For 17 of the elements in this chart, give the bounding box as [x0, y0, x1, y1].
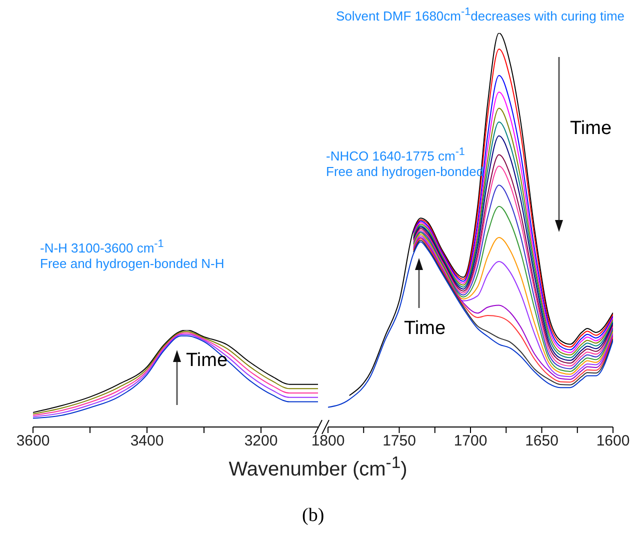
- annotation: Time: [570, 118, 612, 140]
- x-tick-label: 1800: [311, 432, 345, 450]
- x-tick-label: 1650: [525, 432, 558, 450]
- x-tick-label: 1700: [454, 432, 488, 450]
- x-tick-label: 1600: [596, 432, 630, 450]
- x-tick-label: 3400: [130, 432, 164, 450]
- text: Free and hydrogen-bonded N-H: [40, 256, 224, 271]
- x-tick-label: 1750: [382, 432, 416, 450]
- x-axis-title: Wavenumber (cm$^{-1}$): [228, 453, 408, 482]
- text: (b): [302, 505, 324, 527]
- text: Solvent DMF 1680cm$^{-1}$decreases with curing time: [336, 6, 625, 24]
- x-tick-label: 3600: [16, 432, 50, 450]
- annotation: Time: [404, 318, 446, 340]
- text: -N-H 3100-3600 cm$^{-1}$: [40, 238, 164, 256]
- annotation: Time: [186, 350, 228, 372]
- annotation: -NHCO 1640-1775 cm$^{-1}$: [326, 146, 465, 164]
- x-tick-label: 3200: [244, 432, 278, 450]
